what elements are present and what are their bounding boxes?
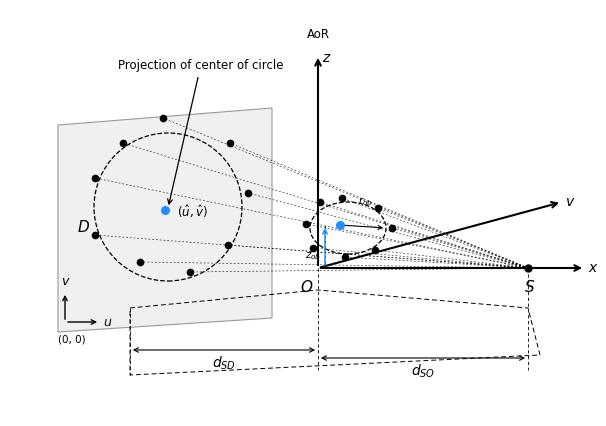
Text: $d_{SD}$: $d_{SD}$: [212, 355, 236, 372]
Text: (0, 0): (0, 0): [58, 335, 85, 345]
Text: $(\hat{u}, \hat{v})$: $(\hat{u}, \hat{v})$: [177, 204, 208, 221]
Text: u: u: [103, 316, 111, 328]
Text: S: S: [525, 280, 535, 295]
Text: O: O: [300, 280, 312, 295]
Text: v: v: [566, 195, 574, 209]
Text: Projection of center of circle: Projection of center of circle: [118, 59, 284, 204]
Text: v: v: [61, 275, 68, 288]
Text: D: D: [78, 221, 90, 236]
Text: AoR: AoR: [307, 28, 330, 41]
Text: x: x: [588, 261, 596, 275]
Text: $r_{ob}$: $r_{ob}$: [358, 195, 373, 208]
Polygon shape: [58, 108, 272, 332]
Text: $z_{ob}$: $z_{ob}$: [305, 250, 321, 262]
Text: $d_{SO}$: $d_{SO}$: [411, 363, 435, 380]
Text: z: z: [322, 51, 329, 65]
